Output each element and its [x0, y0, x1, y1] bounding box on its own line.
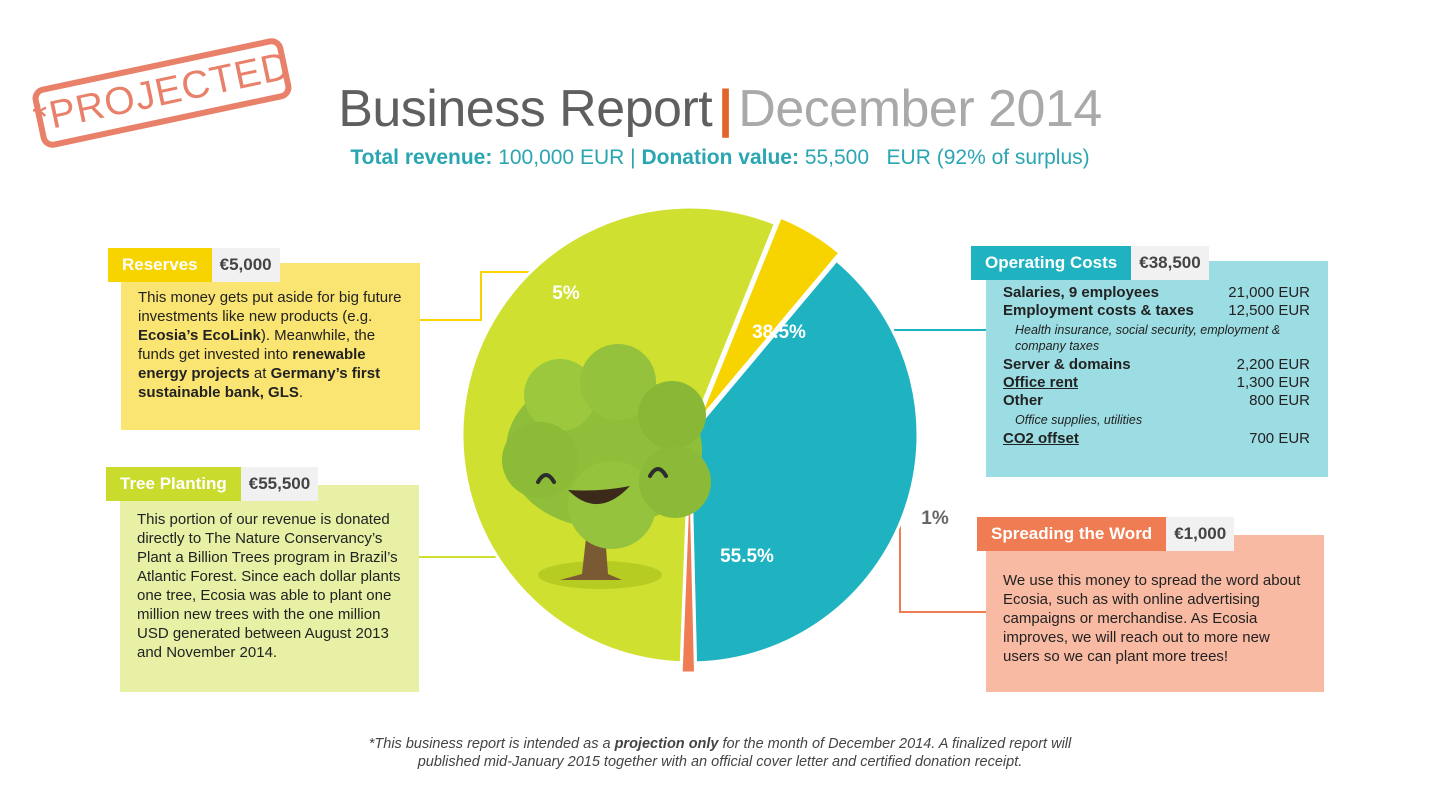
title-separator: |	[718, 80, 733, 138]
connector-spread	[899, 520, 986, 613]
footnote-text-2: for the month of December 2014. A finali…	[718, 736, 1072, 752]
ops-row-label: Office rent	[1003, 374, 1079, 391]
spreading-the-word-amount: €1,000	[1166, 517, 1235, 551]
reserves-text-2: ). Meanwhile, the funds get invested int…	[138, 327, 376, 363]
revenue-label: Total revenue:	[350, 146, 493, 169]
spreading-the-word-text: We use this money to spread the word abo…	[1003, 572, 1301, 665]
reserves-text-3: at	[249, 365, 271, 382]
ops-row-value: 2,200 EUR	[1236, 356, 1310, 373]
ops-row-label: Other	[1003, 392, 1044, 409]
spreading-the-word-header: Spreading the Word €1,000	[977, 517, 1235, 551]
tree-planting-header: Tree Planting €55,500	[106, 467, 319, 501]
label-tree-pct: 55.5%	[720, 546, 774, 567]
reserves-text-4: .	[298, 384, 304, 401]
spreading-the-word-label: Spreading the Word	[977, 517, 1167, 551]
reserves-text-1: This money gets put aside for big future…	[138, 289, 402, 325]
reserves-description: This money gets put aside for big future…	[121, 263, 420, 430]
label-reserves-pct: 5%	[552, 283, 580, 304]
reserves-label: Reserves	[108, 248, 212, 282]
ops-row: Employment costs & taxes 12,500 EUR	[1003, 302, 1310, 320]
ops-row: CO2 offset 700 EUR	[1003, 430, 1310, 448]
title-main: Business Report	[338, 80, 713, 138]
tree-mascot-icon	[502, 344, 711, 589]
ops-row: Office rent 1,300 EUR	[1003, 374, 1310, 392]
page-title: Business Report | December 2014	[0, 80, 1440, 138]
donation-label: Donation value:	[641, 146, 799, 169]
operating-costs-header: Operating Costs €38,500	[971, 246, 1209, 280]
footnote-line-2: published mid-January 2015 together with…	[417, 754, 1023, 770]
ops-row-label: Employment costs & taxes	[1003, 302, 1194, 319]
label-ops-pct: 38.5%	[752, 322, 806, 343]
ops-row: Other 800 EUR	[1003, 392, 1310, 410]
ops-note: Office supplies, utilities	[1015, 413, 1143, 427]
label-spread-pct: 1%	[921, 508, 949, 529]
tree-planting-description: This portion of our revenue is donated d…	[120, 485, 419, 692]
operating-costs-amount: €38,500	[1131, 246, 1209, 280]
donation-value: 55,500 EUR (92% of surplus)	[804, 146, 1090, 169]
ops-row-label: Salaries, 9 employees	[1003, 284, 1159, 301]
operating-costs-label: Operating Costs	[971, 246, 1132, 280]
tree-planting-label: Tree Planting	[106, 467, 241, 501]
ops-row: Salaries, 9 employees 21,000 EUR	[1003, 284, 1310, 302]
pie-slice-operating-costs	[688, 258, 920, 665]
ops-row-value: 1,300 EUR	[1236, 374, 1310, 391]
ops-row-value: 12,500 EUR	[1228, 302, 1310, 319]
ops-row-value: 800 EUR	[1249, 392, 1310, 409]
connector-reserves	[420, 271, 545, 321]
operating-costs-breakdown: Salaries, 9 employees 21,000 EUR Employme…	[986, 261, 1328, 477]
tree-planting-amount: €55,500	[240, 467, 319, 501]
ops-row-value: 21,000 EUR	[1228, 284, 1310, 301]
reserves-amount: €5,000	[211, 248, 280, 282]
reserves-bold-3: Germany’s first sustainable bank, GLS	[138, 365, 381, 401]
ops-row: Server & domains 2,200 EUR	[1003, 356, 1310, 374]
title-date: December 2014	[738, 80, 1102, 138]
reserves-header: Reserves €5,000	[108, 248, 280, 282]
footnote-bold: projection only	[614, 736, 719, 752]
reserves-bold-2: renewable energy projects	[138, 346, 366, 382]
revenue-value: 100,000 EUR	[498, 146, 625, 169]
reserves-bold-1: Ecosia’s EcoLink	[138, 327, 261, 344]
subtitle-separator: |	[630, 146, 636, 169]
subtitle: Total revenue: 100,000 EUR | Donation va…	[0, 146, 1440, 170]
ops-note: Health insurance, social security, emplo…	[1015, 323, 1281, 353]
ops-row-label: Server & domains	[1003, 356, 1131, 373]
pie-slice-spreading-the-word	[679, 444, 698, 675]
pie-slice-reserves	[695, 215, 843, 424]
footnote: *This business report is intended as a p…	[0, 735, 1440, 771]
ops-row-value: 700 EUR	[1249, 430, 1310, 447]
tree-planting-text: This portion of our revenue is donated d…	[137, 511, 401, 661]
footnote-text-1: *This business report is intended as a	[368, 736, 615, 752]
ops-row-label: CO2 offset	[1003, 430, 1079, 447]
spreading-the-word-description: We use this money to spread the word abo…	[986, 535, 1324, 692]
